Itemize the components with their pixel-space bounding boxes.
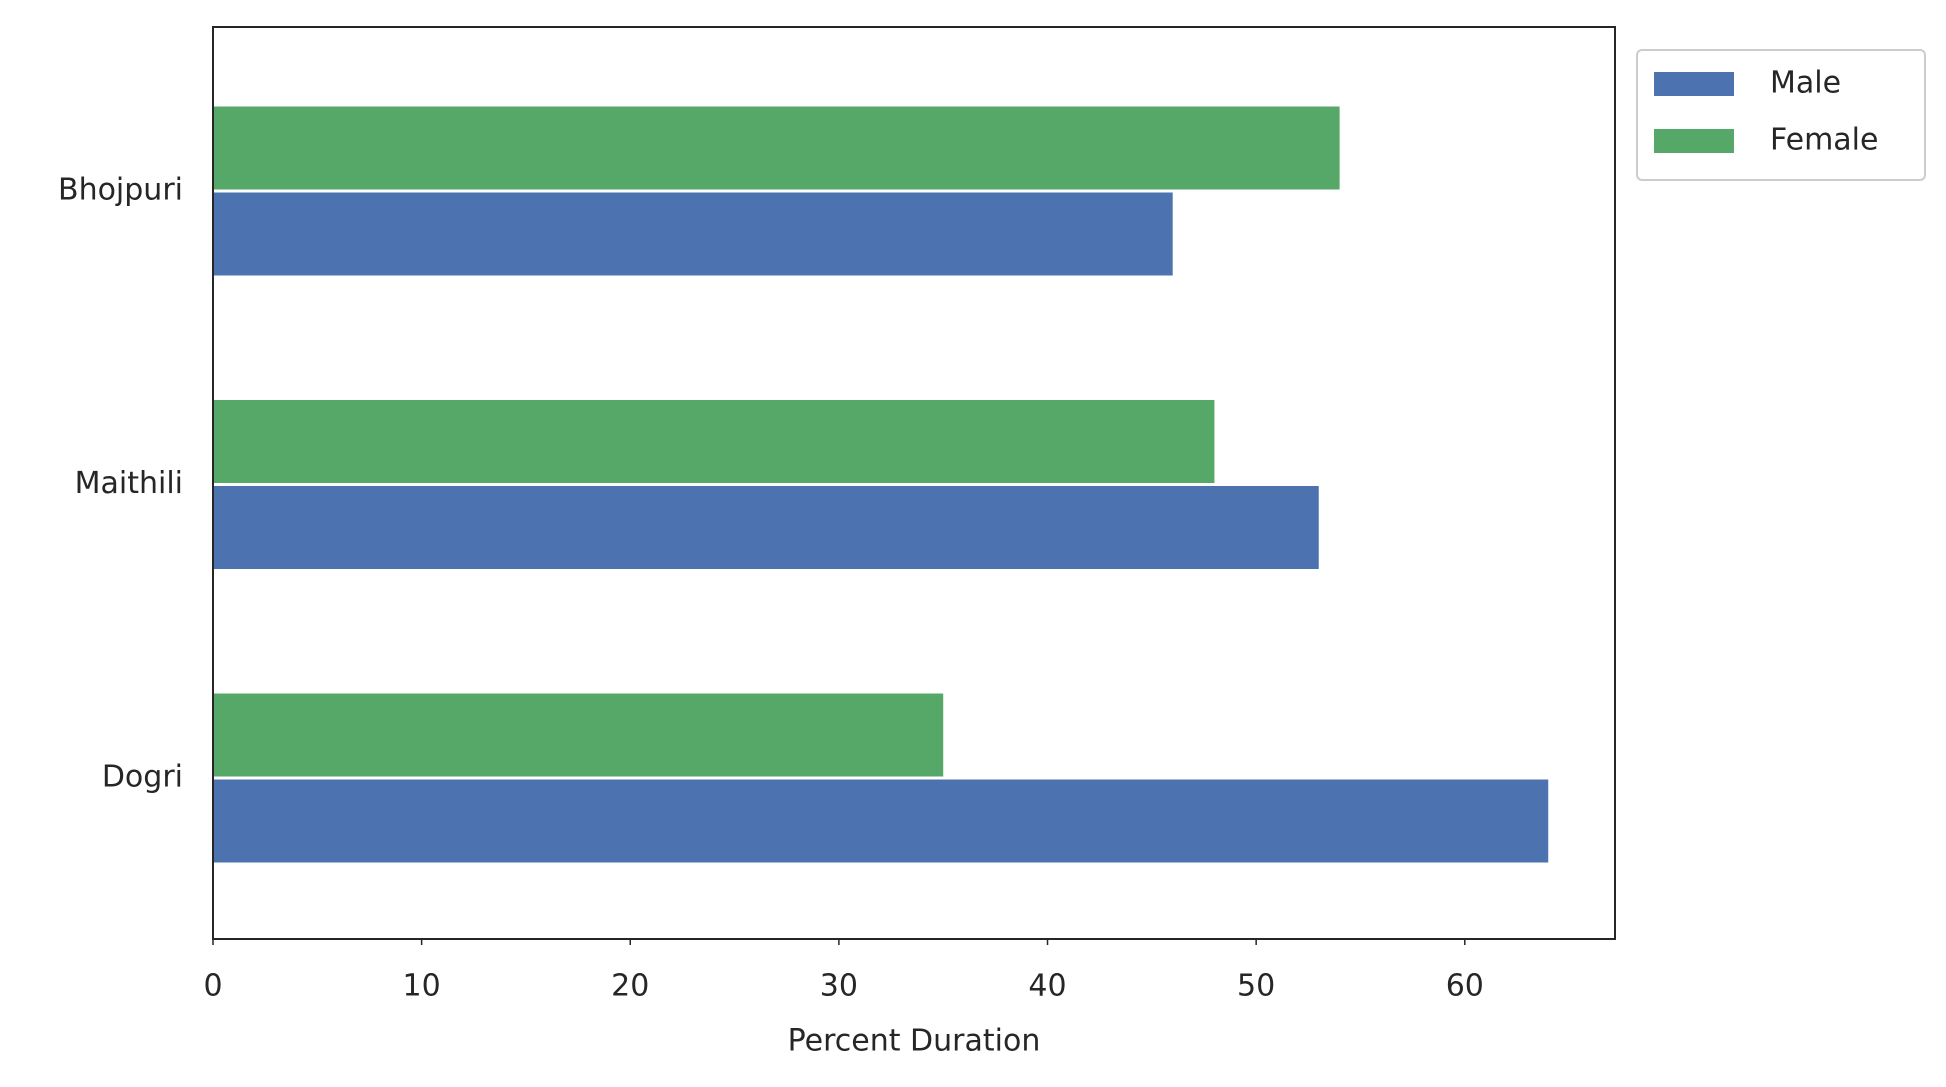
- x-axis-label: Percent Duration: [788, 1024, 1041, 1059]
- plot-frame: [212, 26, 1616, 940]
- x-tick-label: 10: [403, 969, 441, 1004]
- x-tick-label: 20: [611, 969, 649, 1004]
- legend: Male Female: [1636, 49, 1926, 181]
- x-tick-label: 40: [1028, 969, 1066, 1004]
- y-tick-label: Dogri: [102, 760, 183, 795]
- legend-label: Male: [1770, 66, 1841, 101]
- bar: [213, 192, 1173, 276]
- bar: [213, 693, 944, 777]
- legend-label: Female: [1770, 123, 1878, 158]
- legend-swatch: [1654, 129, 1734, 153]
- x-tick-label: 0: [203, 969, 222, 1004]
- bar: [213, 400, 1215, 483]
- bar: [213, 106, 1340, 190]
- y-tick-label: Bhojpuri: [58, 173, 183, 208]
- x-tick-label: 60: [1446, 969, 1484, 1004]
- bar: [213, 486, 1319, 569]
- y-tick-label: Maithili: [75, 466, 183, 501]
- x-tick-label: 50: [1237, 969, 1275, 1004]
- bar: [213, 779, 1549, 863]
- x-tick-label: 30: [820, 969, 858, 1004]
- legend-swatch: [1654, 72, 1734, 96]
